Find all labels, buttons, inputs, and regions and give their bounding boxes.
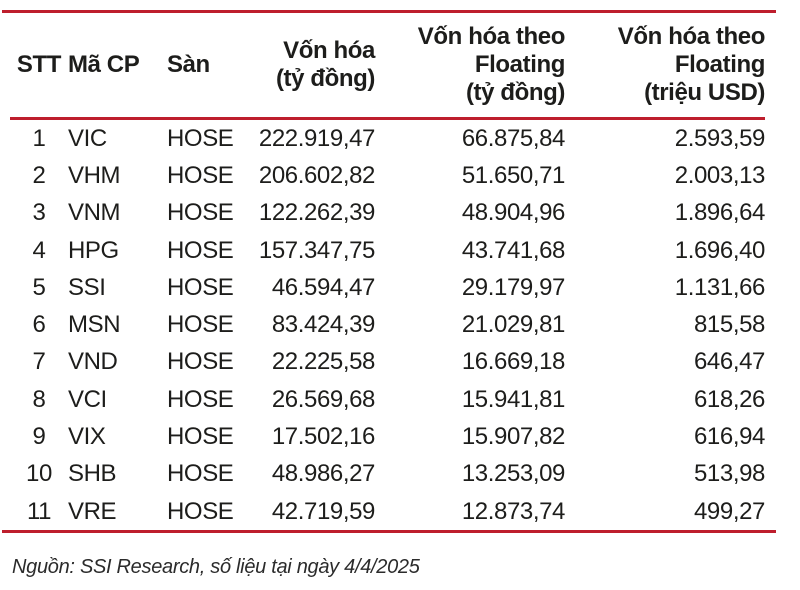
cell-floating_cap_vnd: 21.029,81 bbox=[461, 311, 566, 339]
top-red-divider bbox=[2, 10, 776, 13]
cell-floating_cap_vnd: 16.669,18 bbox=[461, 348, 566, 376]
table-row: 10 SHB HOSE 48.986,27 13.253,09 513,98 bbox=[10, 456, 765, 493]
table-row: 7 VND HOSE 22.225,58 16.669,18 646,47 bbox=[10, 344, 766, 381]
cell-market_cap: 17.502,16 bbox=[271, 423, 376, 451]
cell-exchange: HOSE bbox=[167, 199, 234, 227]
cell-floating_cap_usd: 616,94 bbox=[693, 423, 765, 451]
cell-ticker: VNM bbox=[68, 199, 121, 227]
cell-floating_cap_vnd: 13.253,09 bbox=[461, 460, 566, 488]
cell-floating_cap_usd: 618,26 bbox=[693, 385, 765, 413]
cell-floating_cap_vnd: 15.907,82 bbox=[461, 423, 566, 451]
cell-exchange: HOSE bbox=[167, 348, 234, 376]
cell-ticker: VCI bbox=[68, 385, 107, 413]
cell-stt: 10 bbox=[26, 460, 52, 488]
cell-market_cap: 42.719,59 bbox=[271, 497, 376, 525]
cell-ticker: VHM bbox=[68, 161, 121, 189]
cell-market_cap: 83.424,39 bbox=[271, 311, 376, 339]
column-header-floating-cap-usd: Vốn hóa theo Floating (triệu USD) bbox=[565, 13, 765, 120]
cell-floating_cap_vnd: 12.873,74 bbox=[461, 497, 566, 525]
cell-floating_cap_usd: 2.593,59 bbox=[674, 124, 766, 152]
column-header-exchange: Sàn bbox=[167, 13, 255, 120]
cell-floating_cap_vnd: 15.941,81 bbox=[461, 385, 566, 413]
cell-market_cap: 26.569,68 bbox=[271, 385, 376, 413]
table-row: 3 VNM HOSE 122.262,39 48.904,96 1.896,64 bbox=[10, 195, 766, 232]
cell-stt: 8 bbox=[32, 385, 46, 413]
table-row: 6 MSN HOSE 83.424,39 21.029,81 815,58 bbox=[10, 306, 766, 343]
table-body: 1 VIC HOSE 222.919,47 66.875,84 2.593,59 2 VHM H… bbox=[10, 119, 765, 531]
cell-market_cap: 222.919,47 bbox=[258, 124, 376, 152]
cell-floating_cap_vnd: 29.179,97 bbox=[461, 273, 566, 301]
cell-stt: 11 bbox=[26, 497, 52, 525]
cell-market_cap: 122.262,39 bbox=[258, 199, 376, 227]
cell-exchange: HOSE bbox=[167, 236, 234, 264]
cell-stt: 6 bbox=[32, 311, 46, 339]
table-row: 4 HPG HOSE 157.347,75 43.741,68 1.696,40 bbox=[10, 232, 766, 269]
bottom-red-divider bbox=[2, 530, 776, 533]
cell-floating_cap_usd: 1.896,64 bbox=[674, 199, 766, 227]
cell-stt: 4 bbox=[32, 236, 46, 264]
cell-stt: 5 bbox=[32, 273, 46, 301]
cell-stt: 2 bbox=[32, 161, 46, 189]
table-row: 8 VCI HOSE 26.569,68 15.941,81 618,26 bbox=[10, 381, 766, 418]
cell-ticker: SHB bbox=[68, 460, 117, 488]
cell-market_cap: 22.225,58 bbox=[271, 348, 376, 376]
cell-floating_cap_usd: 1.696,40 bbox=[674, 236, 766, 264]
cell-exchange: HOSE bbox=[167, 161, 234, 189]
column-header-market-cap: Vốn hóa (tỷ đồng) bbox=[255, 13, 375, 120]
table-row: 5 SSI HOSE 46.594,47 29.179,97 1.131,66 bbox=[10, 269, 766, 306]
cell-market_cap: 157.347,75 bbox=[258, 236, 376, 264]
cell-floating_cap_vnd: 51.650,71 bbox=[461, 161, 566, 189]
cell-exchange: HOSE bbox=[167, 423, 234, 451]
table-row: 9 VIX HOSE 17.502,16 15.907,82 616,94 bbox=[10, 418, 766, 455]
cell-floating_cap_usd: 1.131,66 bbox=[674, 273, 766, 301]
cell-exchange: HOSE bbox=[167, 124, 234, 152]
cell-ticker: VIC bbox=[68, 124, 107, 152]
table-header: STT Mã CP Sàn Vốn hóa (tỷ đồng) Vốn hóa … bbox=[10, 13, 765, 120]
cell-stt: 3 bbox=[32, 199, 46, 227]
cell-floating_cap_usd: 815,58 bbox=[693, 311, 765, 339]
cell-ticker: MSN bbox=[68, 311, 121, 339]
table-row: 11 VRE HOSE 42.719,59 12.873,74 499,27 bbox=[10, 493, 765, 530]
cell-exchange: HOSE bbox=[167, 385, 234, 413]
cell-ticker: VIX bbox=[68, 423, 106, 451]
cell-stt: 1 bbox=[32, 124, 46, 152]
cell-ticker: HPG bbox=[68, 236, 119, 264]
cell-stt: 7 bbox=[32, 348, 46, 376]
cell-floating_cap_usd: 646,47 bbox=[693, 348, 765, 376]
cell-floating_cap_vnd: 43.741,68 bbox=[461, 236, 566, 264]
source-note: Nguồn: SSI Research, số liệu tại ngày 4/… bbox=[12, 556, 420, 578]
column-header-stt: STT bbox=[10, 13, 68, 120]
cell-market_cap: 206.602,82 bbox=[258, 161, 376, 189]
cell-market_cap: 48.986,27 bbox=[271, 460, 376, 488]
cell-floating_cap_usd: 2.003,13 bbox=[674, 161, 766, 189]
cell-exchange: HOSE bbox=[167, 497, 234, 525]
cell-exchange: HOSE bbox=[167, 460, 234, 488]
column-header-ticker: Mã CP bbox=[68, 13, 167, 120]
cell-market_cap: 46.594,47 bbox=[271, 273, 376, 301]
cell-ticker: VRE bbox=[68, 497, 117, 525]
cell-ticker: SSI bbox=[68, 273, 106, 301]
table-row: 2 VHM HOSE 206.602,82 51.650,71 2.003,13 bbox=[10, 157, 766, 194]
column-header-floating-cap-vnd: Vốn hóa theo Floating (tỷ đồng) bbox=[375, 13, 565, 120]
table-header-row: STT Mã CP Sàn Vốn hóa (tỷ đồng) Vốn hóa … bbox=[10, 13, 765, 120]
cell-exchange: HOSE bbox=[167, 311, 234, 339]
cell-stt: 9 bbox=[32, 423, 46, 451]
cell-ticker: VND bbox=[68, 348, 118, 376]
cell-floating_cap_usd: 513,98 bbox=[693, 460, 765, 488]
cell-floating_cap_vnd: 66.875,84 bbox=[461, 124, 566, 152]
cell-floating_cap_usd: 499,27 bbox=[693, 497, 765, 525]
market-cap-table: STT Mã CP Sàn Vốn hóa (tỷ đồng) Vốn hóa … bbox=[10, 13, 765, 530]
cell-exchange: HOSE bbox=[167, 273, 234, 301]
table-row: 1 VIC HOSE 222.919,47 66.875,84 2.593,59 bbox=[10, 119, 766, 158]
cell-floating_cap_vnd: 48.904,96 bbox=[461, 199, 566, 227]
